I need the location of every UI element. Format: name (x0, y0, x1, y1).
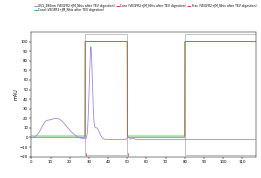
Legend: UV1_280nm (VEGFR2+JM_Nhis after TEV digestion), Cond (VEGFR2+JM_Nhis after TEV d: UV1_280nm (VEGFR2+JM_Nhis after TEV dige… (33, 2, 258, 13)
Y-axis label: mAU: mAU (14, 88, 19, 100)
Bar (185, 34, 256, 155)
Bar (85, 34, 127, 155)
